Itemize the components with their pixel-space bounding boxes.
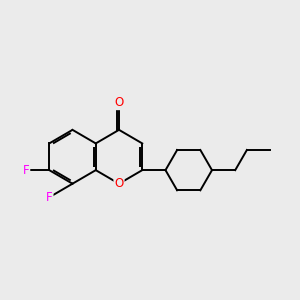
Text: F: F (23, 164, 29, 177)
Text: O: O (114, 96, 124, 109)
Text: F: F (46, 191, 52, 204)
Text: O: O (114, 177, 124, 190)
